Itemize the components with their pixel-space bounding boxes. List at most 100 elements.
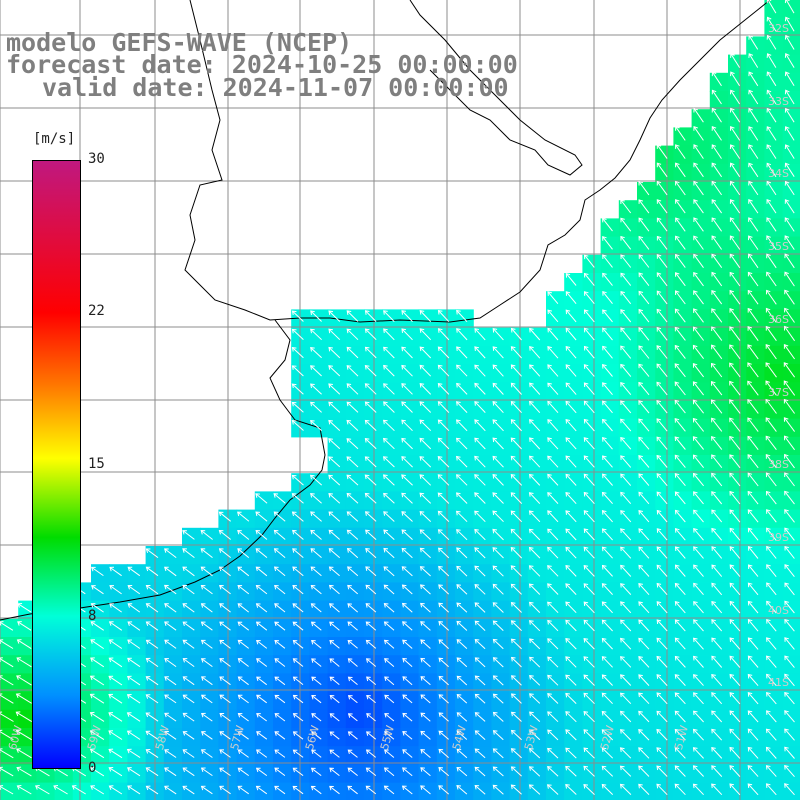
wind-arrow (729, 491, 741, 505)
wind-arrow (711, 509, 723, 523)
wind-arrow (711, 692, 723, 705)
wind-arrow (17, 621, 32, 631)
wind-arrow-head (729, 399, 734, 404)
wind-arrow-head (583, 272, 589, 278)
wind-arrow-head (510, 382, 516, 388)
wind-arrow (638, 363, 650, 377)
wind-arrow-head (256, 658, 261, 663)
wind-arrow (638, 400, 650, 414)
wind-arrow (419, 328, 432, 341)
wind-arrow (748, 601, 759, 614)
wind-arrow (493, 657, 504, 668)
wind-arrow (583, 546, 595, 559)
wind-arrow-head (402, 639, 407, 645)
wind-arrow-head (693, 290, 698, 295)
wind-arrow (565, 401, 577, 414)
wind-arrow (510, 528, 523, 541)
wind-arrow-head (565, 583, 570, 588)
wind-arrow (766, 564, 777, 578)
wind-arrow (529, 419, 541, 432)
wind-arrow (711, 491, 723, 505)
wind-arrow-head (784, 655, 789, 661)
wind-arrow-head (766, 253, 771, 259)
wind-arrow (201, 749, 213, 758)
wind-arrow (547, 748, 559, 759)
wind-arrow (347, 621, 358, 631)
wind-arrow (766, 235, 777, 250)
wind-arrow-head (510, 547, 516, 552)
wind-arrow (164, 785, 177, 795)
wind-arrow-head (237, 749, 243, 754)
wind-cell (782, 36, 800, 56)
wind-arrow (292, 329, 304, 340)
wind-arrow (219, 548, 232, 558)
wind-arrow (565, 291, 577, 305)
wind-arrow-head (638, 308, 644, 314)
wind-arrow-head (729, 582, 735, 588)
wind-arrow (237, 511, 250, 522)
wind-arrow (693, 199, 704, 214)
wind-arrow-head (510, 528, 516, 534)
wind-arrow-head (456, 639, 462, 644)
wind-arrow (565, 638, 577, 650)
wind-arrow (785, 0, 795, 14)
wind-arrow-head (91, 585, 96, 590)
wind-arrow (656, 528, 668, 541)
wind-arrow-head (547, 674, 552, 680)
lat-label: 37S (768, 386, 789, 399)
wind-arrow-head (619, 637, 625, 643)
wind-arrow (255, 548, 268, 558)
wind-arrow-head (656, 272, 662, 277)
wind-arrow (784, 746, 795, 759)
wind-arrow-head (402, 731, 407, 736)
wind-arrow-head (784, 0, 790, 4)
wind-arrow-head (383, 346, 388, 352)
wind-arrow-head (602, 473, 607, 479)
wind-arrow (346, 456, 359, 468)
wind-arrow (182, 530, 195, 540)
wind-arrow-head (292, 529, 297, 535)
wind-arrow-head (620, 473, 625, 479)
wind-arrow-head (474, 474, 479, 479)
wind-arrow-head (638, 363, 643, 369)
wind-arrow-head (455, 401, 461, 406)
wind-arrow-head (711, 472, 716, 478)
wind-arrow-head (693, 180, 698, 186)
wind-arrow (565, 583, 577, 595)
wind-arrow-head (693, 546, 698, 551)
wind-arrow (783, 399, 796, 414)
wind-arrow-head (292, 767, 298, 773)
wind-arrow-head (529, 419, 534, 424)
wind-arrow (584, 364, 595, 377)
wind-arrow (0, 694, 14, 704)
wind-arrow-head (34, 785, 40, 790)
wind-arrow (16, 657, 32, 668)
wind-arrow (729, 399, 741, 414)
wind-arrow-head (765, 490, 771, 496)
wind-arrow-head (456, 529, 461, 534)
wind-arrow (529, 401, 541, 414)
wind-arrow-head (182, 639, 188, 645)
wind-arrow-head (583, 400, 589, 406)
wind-arrow (402, 584, 413, 595)
wind-arrow-head (674, 546, 680, 552)
wind-arrow-head (711, 290, 716, 295)
wind-arrow (711, 308, 723, 323)
wind-arrow-head (145, 694, 151, 699)
wind-arrow-head (401, 785, 407, 791)
wind-arrow-head (638, 418, 643, 424)
wind-arrow (292, 420, 304, 431)
wind-arrow (456, 364, 468, 377)
wind-arrow-head (492, 638, 498, 644)
wind-arrow (783, 417, 796, 432)
wind-arrow (766, 674, 777, 687)
wind-arrow-head (274, 621, 279, 627)
wind-arrow (675, 199, 686, 214)
wind-arrow-head (474, 382, 479, 388)
wind-arrow (328, 438, 341, 450)
wind-arrow (492, 602, 504, 613)
wind-arrow-head (492, 400, 498, 406)
wind-arrow-head (565, 564, 570, 570)
wind-arrow-head (547, 565, 552, 570)
wind-arrow-head (401, 547, 407, 553)
